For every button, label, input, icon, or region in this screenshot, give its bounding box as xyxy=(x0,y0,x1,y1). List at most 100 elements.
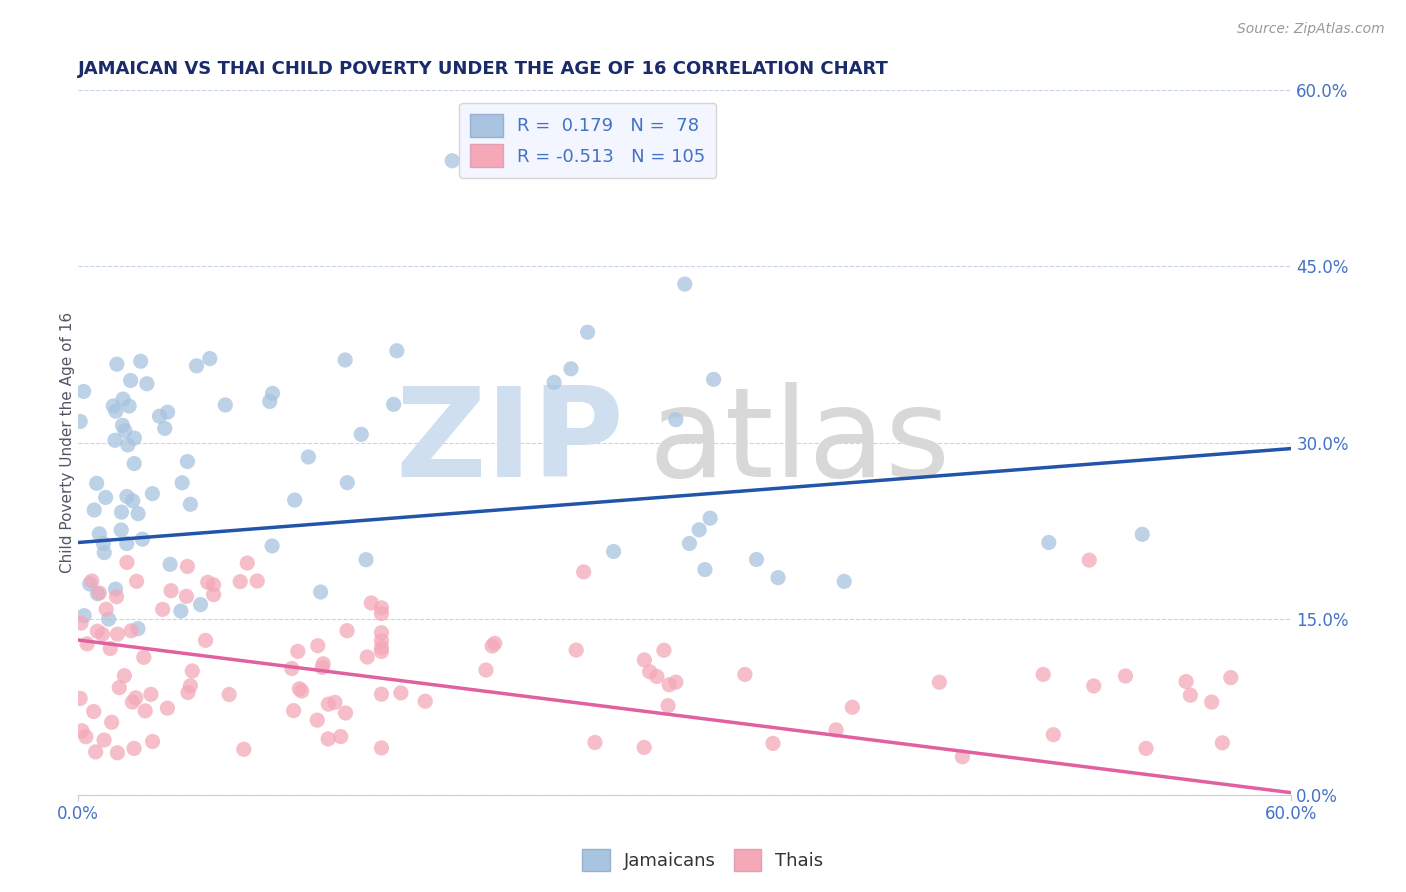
Point xyxy=(176,454,198,468)
Point xyxy=(131,532,153,546)
Point xyxy=(262,386,284,401)
Point xyxy=(114,424,136,438)
Point xyxy=(1042,728,1064,742)
Point xyxy=(560,361,582,376)
Point xyxy=(135,376,157,391)
Point xyxy=(177,685,200,699)
Text: Source: ZipAtlas.com: Source: ZipAtlas.com xyxy=(1237,22,1385,37)
Point xyxy=(699,511,721,525)
Point xyxy=(132,650,155,665)
Point xyxy=(413,694,436,708)
Point xyxy=(91,627,114,641)
Point xyxy=(83,705,105,719)
Point xyxy=(83,503,105,517)
Point xyxy=(745,552,768,566)
Point xyxy=(762,736,785,750)
Point xyxy=(1038,535,1060,549)
Point xyxy=(176,590,198,604)
Point xyxy=(69,415,91,429)
Point xyxy=(94,602,117,616)
Point xyxy=(110,505,132,519)
Point xyxy=(370,740,392,755)
Point xyxy=(665,675,688,690)
Point xyxy=(297,450,319,464)
Point xyxy=(125,574,148,589)
Point xyxy=(117,438,139,452)
Point xyxy=(316,731,339,746)
Point xyxy=(218,688,240,702)
Point xyxy=(122,741,145,756)
Point xyxy=(100,715,122,730)
Point xyxy=(134,704,156,718)
Point xyxy=(1078,553,1101,567)
Point xyxy=(370,640,392,655)
Point xyxy=(658,678,681,692)
Point xyxy=(105,357,128,371)
Text: atlas: atlas xyxy=(648,382,950,503)
Point xyxy=(602,544,624,558)
Point xyxy=(198,351,221,366)
Point xyxy=(665,412,688,426)
Point xyxy=(678,536,700,550)
Point xyxy=(214,398,236,412)
Point xyxy=(139,687,162,701)
Point xyxy=(645,669,668,683)
Text: JAMAICAN VS THAI CHILD POVERTY UNDER THE AGE OF 16 CORRELATION CHART: JAMAICAN VS THAI CHILD POVERTY UNDER THE… xyxy=(79,60,889,78)
Point xyxy=(246,574,269,588)
Point xyxy=(1211,736,1233,750)
Point xyxy=(576,325,599,339)
Point xyxy=(336,624,359,638)
Point xyxy=(86,587,108,601)
Point xyxy=(72,384,94,399)
Point xyxy=(693,563,716,577)
Point xyxy=(86,624,108,639)
Point xyxy=(370,600,392,615)
Point xyxy=(928,675,950,690)
Point xyxy=(370,633,392,648)
Point xyxy=(181,664,204,678)
Y-axis label: Child Poverty Under the Age of 16: Child Poverty Under the Age of 16 xyxy=(59,312,75,574)
Point xyxy=(105,590,128,604)
Point xyxy=(160,583,183,598)
Point xyxy=(356,650,378,665)
Point xyxy=(170,604,193,618)
Point xyxy=(148,409,170,424)
Point xyxy=(104,582,127,596)
Point xyxy=(633,653,655,667)
Point xyxy=(112,392,135,406)
Point xyxy=(118,399,141,413)
Point xyxy=(360,596,382,610)
Point xyxy=(111,418,134,433)
Point xyxy=(122,457,145,471)
Point xyxy=(370,607,392,621)
Point xyxy=(152,602,174,616)
Point xyxy=(107,627,129,641)
Point xyxy=(104,434,127,448)
Point xyxy=(98,641,121,656)
Point xyxy=(156,701,179,715)
Point xyxy=(89,586,111,600)
Point xyxy=(312,657,335,671)
Point xyxy=(76,637,98,651)
Point xyxy=(202,588,225,602)
Point xyxy=(1135,741,1157,756)
Point xyxy=(385,343,408,358)
Point xyxy=(287,644,309,658)
Point xyxy=(311,660,333,674)
Point xyxy=(832,574,855,589)
Point xyxy=(370,644,392,658)
Point xyxy=(318,697,340,711)
Point xyxy=(176,559,198,574)
Point xyxy=(232,742,254,756)
Point xyxy=(309,585,332,599)
Point xyxy=(688,523,710,537)
Point xyxy=(70,723,93,738)
Point xyxy=(283,704,305,718)
Point xyxy=(952,749,974,764)
Point xyxy=(565,643,588,657)
Point xyxy=(441,153,464,168)
Point xyxy=(291,684,314,698)
Point xyxy=(841,700,863,714)
Point xyxy=(115,490,138,504)
Point xyxy=(652,643,675,657)
